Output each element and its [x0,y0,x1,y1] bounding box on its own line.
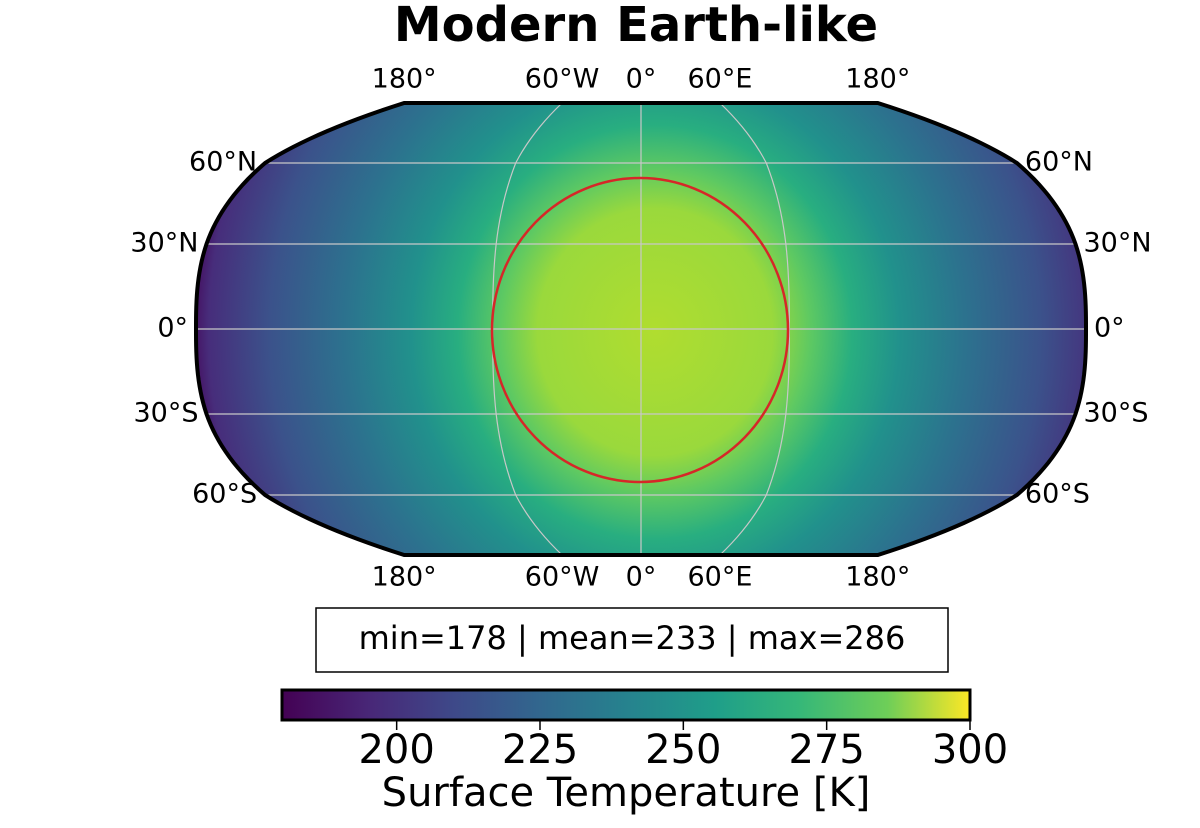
lon-label-bottom: 180° [845,562,910,593]
lon-label-bottom: 0° [626,562,657,593]
lon-label-bottom: 180° [372,562,437,593]
colorbar-tick-label: 200 [358,727,434,773]
lat-label-right: 0° [1094,313,1125,344]
colorbar-label: Surface Temperature [K] [382,770,871,816]
map-outline [193,101,1089,557]
lat-label-left: 0° [157,313,188,344]
colorbar-tick-label: 250 [645,727,721,773]
lat-label-left: 30°N [130,228,198,259]
stats-box [315,607,949,673]
colorbar-tick-label: 225 [502,727,578,773]
lon-label-bottom: 60°W [525,562,600,593]
stats: min=178 | mean=233 | max=286 [359,619,906,657]
lat-label-right: 60°S [1025,479,1090,510]
lat-label-right: 30°N [1084,228,1152,259]
map-field [196,103,1086,555]
contour [490,176,790,484]
lat-label-right: 30°S [1084,398,1149,429]
lat-label-left: 60°N [189,147,257,178]
lat-label-right: 60°N [1025,147,1093,178]
title: Modern Earth-like [394,0,878,53]
colorbar-tick-label: 300 [932,727,1008,773]
colorbar-tick-label: 275 [788,727,864,773]
lon-label-top: 60°W [525,64,600,95]
lon-label-top: 180° [845,64,910,95]
colorbar [280,688,972,722]
lat-label-left: 60°S [192,479,257,510]
temperature-field [196,103,1086,555]
lon-label-bottom: 60°E [687,562,752,593]
lon-label-top: 0° [626,64,657,95]
lat-label-left: 30°S [133,398,198,429]
lon-label-top: 180° [372,64,437,95]
lon-label-top: 60°E [687,64,752,95]
